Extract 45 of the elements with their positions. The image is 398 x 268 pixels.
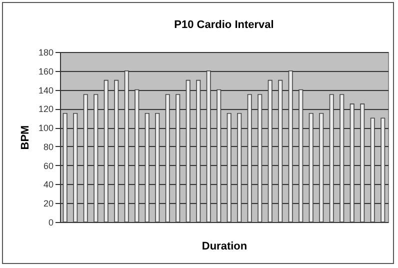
y-tick-label: 160 bbox=[38, 66, 54, 76]
y-axis-title: BPM bbox=[19, 125, 32, 150]
bar bbox=[176, 94, 180, 222]
bar bbox=[340, 94, 344, 222]
bar bbox=[237, 112, 242, 222]
bar bbox=[196, 80, 201, 222]
bar bbox=[144, 112, 150, 222]
bar bbox=[298, 89, 304, 222]
bar bbox=[155, 112, 160, 222]
bar bbox=[186, 80, 190, 222]
bar bbox=[329, 94, 334, 222]
y-tick-label: 20 bbox=[43, 198, 54, 209]
bar bbox=[278, 80, 283, 222]
bar bbox=[319, 112, 324, 222]
bar bbox=[165, 94, 170, 222]
bar bbox=[380, 118, 386, 222]
x-axis-title: Duration bbox=[202, 240, 248, 252]
y-tick-label: 80 bbox=[43, 142, 54, 152]
bar bbox=[268, 80, 272, 222]
bar bbox=[308, 112, 314, 222]
bar bbox=[62, 112, 68, 222]
y-tick-label: 60 bbox=[43, 160, 54, 171]
bar bbox=[216, 89, 222, 222]
y-tick-label: 0 bbox=[48, 218, 54, 228]
bar bbox=[73, 112, 78, 222]
bar bbox=[360, 104, 365, 222]
y-tick-label: 180 bbox=[38, 48, 54, 58]
y-tick-label: 40 bbox=[43, 180, 54, 190]
bar bbox=[350, 104, 354, 222]
bar bbox=[94, 94, 98, 222]
bar bbox=[226, 112, 232, 222]
bar bbox=[134, 89, 140, 222]
y-tick-label: 140 bbox=[38, 85, 54, 96]
bar bbox=[104, 80, 108, 222]
bar bbox=[206, 70, 211, 222]
bar bbox=[124, 70, 129, 222]
chart-title: P10 Cardio Interval bbox=[174, 19, 274, 31]
bar bbox=[247, 94, 252, 222]
bar bbox=[370, 118, 375, 222]
y-tick-label: 120 bbox=[38, 104, 54, 114]
bar bbox=[114, 80, 119, 222]
bar bbox=[288, 70, 293, 222]
bar bbox=[258, 94, 262, 222]
y-tick-label: 100 bbox=[38, 123, 54, 134]
bar bbox=[83, 94, 88, 222]
